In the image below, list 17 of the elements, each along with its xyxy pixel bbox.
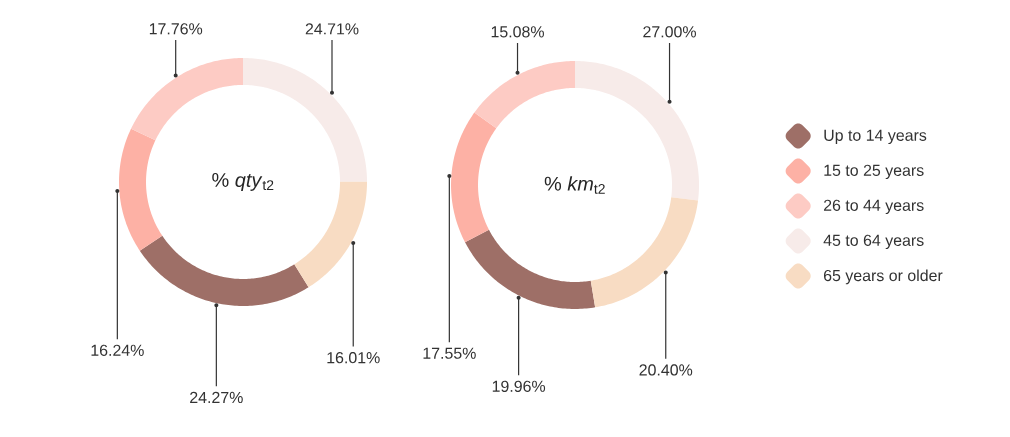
text: % qty$_{t2}$ — [212, 173, 274, 191]
legend-label: 65 years or older — [824, 269, 943, 285]
text: % km$_{t2}$ — [544, 176, 605, 194]
data-label: 17.76% — [149, 23, 203, 35]
data-label: 16.01% — [327, 352, 380, 364]
data-label: 16.24% — [91, 344, 144, 356]
data-label: 27.00% — [643, 26, 696, 38]
data-label: 24.71% — [305, 23, 359, 35]
data-label: 19.96% — [492, 380, 546, 392]
legend-label: 45 to 64 years — [823, 234, 924, 250]
legend-label: 26 to 44 years — [823, 199, 924, 215]
data-label: 20.40% — [639, 364, 693, 376]
data-label: 24.27% — [190, 391, 243, 404]
data-label: 15.08% — [491, 26, 544, 38]
data-label: 17.55% — [423, 347, 476, 359]
legend-label: 15 to 25 years — [824, 164, 924, 180]
legend-label: Up to 14 years — [824, 129, 927, 145]
